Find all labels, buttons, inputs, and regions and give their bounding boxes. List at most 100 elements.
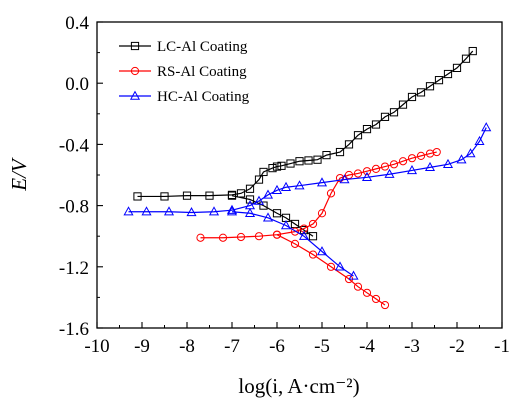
data-point: [298, 230, 310, 240]
legend-label: LC-Al Coating: [157, 39, 248, 55]
data-point: [295, 157, 304, 166]
data-point: [205, 191, 214, 200]
y-tick-label: -0.4: [59, 135, 90, 156]
data-point: [442, 158, 454, 168]
x-tick-label: -3: [404, 336, 420, 357]
data-point: [316, 246, 328, 256]
data-point: [308, 250, 318, 259]
data-point: [371, 164, 381, 173]
x-tick-label: -10: [84, 336, 109, 357]
data-point: [290, 227, 300, 236]
data-point: [272, 209, 282, 218]
y-tick-label: -0.8: [59, 197, 89, 218]
data-point: [133, 192, 142, 201]
data-point: [416, 88, 426, 97]
x-tick-label: -5: [314, 336, 330, 357]
y-tick-label: 0.4: [65, 13, 89, 34]
series-line: [200, 151, 437, 239]
data-point: [254, 175, 264, 184]
data-point: [160, 192, 169, 201]
x-tick-label: -2: [449, 336, 465, 357]
data-point: [326, 189, 336, 198]
legend-marker: [130, 41, 140, 51]
series-line: [231, 211, 354, 277]
data-point: [277, 161, 286, 170]
data-point: [339, 174, 350, 184]
data-point: [294, 180, 305, 190]
legend-marker: [129, 90, 141, 100]
data-point: [424, 161, 436, 172]
data-point: [456, 154, 467, 164]
data-point: [371, 294, 381, 304]
data-point: [384, 168, 395, 178]
data-point: [245, 184, 255, 193]
data-point: [425, 82, 435, 91]
series-line: [276, 234, 386, 306]
data-point: [398, 100, 408, 109]
series-line: [137, 50, 474, 198]
data-point: [335, 173, 345, 183]
data-point: [326, 262, 336, 271]
data-point: [262, 212, 274, 222]
data-point: [254, 232, 264, 241]
data-point: [268, 164, 277, 173]
data-point: [286, 159, 295, 168]
data-point: [304, 156, 313, 165]
data-point: [452, 63, 462, 73]
data-point: [272, 162, 282, 171]
data-point: [262, 189, 274, 199]
data-point: [308, 219, 318, 229]
data-point: [434, 76, 444, 85]
legend-label: HC-Al Coating: [157, 89, 250, 105]
data-point: [236, 232, 246, 242]
legend: LC-Al Coating RS-Al Coating HC-Al Coating: [119, 39, 250, 105]
data-point: [313, 155, 322, 164]
data-point: [334, 261, 346, 271]
data-point: [335, 147, 345, 157]
data-point: [416, 151, 426, 160]
data-point: [398, 157, 408, 166]
data-point: [362, 125, 372, 134]
data-point: [245, 195, 255, 204]
series-hc-al-coating-cathodic: [226, 206, 359, 280]
data-point: [141, 206, 152, 216]
x-axis: -10 -9 -8 -7 -6 -5 -4 -3 -2 -1: [84, 322, 509, 357]
data-point: [465, 148, 476, 158]
y-tick-label: -1.2: [59, 258, 89, 279]
data-point: [244, 207, 256, 217]
series-line: [128, 127, 487, 214]
data-point: [317, 209, 327, 218]
data-point: [182, 191, 192, 200]
data-point: [406, 164, 418, 175]
data-point: [362, 288, 372, 297]
data-point: [353, 282, 363, 291]
data-point: [253, 195, 265, 205]
series-layer: [123, 46, 492, 310]
series-rs-al-coating-cathodic: [272, 230, 390, 310]
data-point: [407, 92, 417, 102]
data-point: [316, 177, 328, 187]
legend-marker: [130, 66, 140, 76]
data-point: [308, 232, 318, 241]
data-point: [362, 167, 372, 176]
x-tick-label: -4: [359, 336, 375, 357]
y-axis: 0.4 0.0 -0.4 -0.8 -1.2 -1.6: [59, 13, 103, 340]
data-point: [361, 171, 373, 181]
data-point: [380, 112, 390, 121]
legend-label: RS-Al Coating: [157, 64, 247, 80]
data-point: [186, 207, 197, 217]
data-point: [353, 169, 363, 178]
data-point: [123, 206, 134, 216]
data-point: [344, 140, 354, 149]
x-tick-label: -8: [179, 336, 195, 357]
data-point: [371, 120, 381, 129]
data-point: [226, 206, 238, 216]
data-point: [348, 270, 359, 280]
data-point: [196, 233, 205, 242]
y-tick-label: 0.0: [65, 74, 89, 95]
data-point: [481, 122, 492, 132]
data-point: [259, 201, 268, 210]
data-point: [380, 300, 390, 310]
data-point: [163, 206, 175, 216]
